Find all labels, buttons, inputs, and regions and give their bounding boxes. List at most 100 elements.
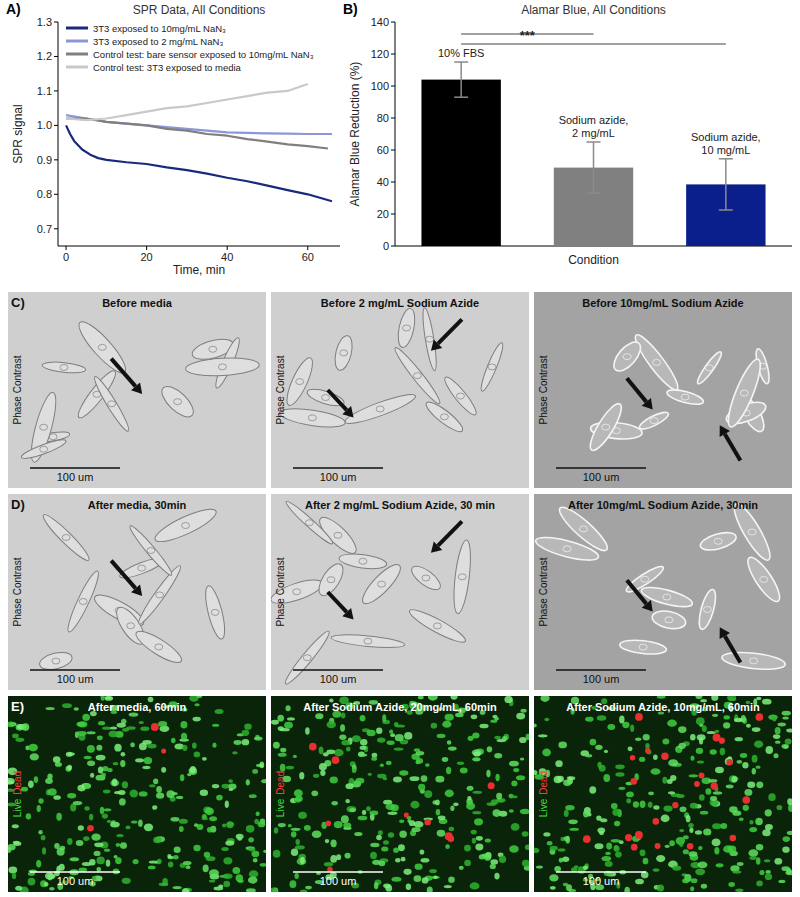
live-cell (589, 786, 596, 793)
live-cell (382, 714, 386, 722)
live-cell (555, 760, 562, 767)
live-cell (147, 744, 156, 749)
x-axis-label: Condition (568, 253, 619, 267)
live-cell (643, 858, 649, 865)
live-cell (446, 767, 451, 774)
live-cell (565, 805, 575, 810)
live-cell (712, 714, 718, 717)
image-panel: After Sodium Azide, 20mg/mL, 60minLiveDe… (269, 693, 533, 895)
live-cell (538, 734, 548, 737)
live-cell (122, 728, 129, 732)
cell (332, 334, 355, 372)
live-cell (81, 783, 91, 789)
nucleus (40, 424, 48, 430)
live-cell (37, 805, 41, 812)
live-cell (749, 820, 753, 824)
cell (157, 381, 198, 422)
live-cell (139, 721, 144, 724)
category-label: Sodium azide,10 mg/mL (691, 131, 761, 156)
live-cell (511, 781, 517, 787)
arrow-shaft (627, 378, 646, 402)
live-cell (773, 753, 778, 758)
dead-cell (756, 713, 764, 721)
live-cell (330, 855, 337, 863)
cell (698, 529, 737, 553)
arrow-head (720, 425, 730, 437)
live-cell (104, 808, 112, 811)
live-cell (156, 786, 162, 793)
live-cell (752, 768, 756, 774)
x-axis (58, 246, 340, 247)
live-cell (619, 716, 624, 724)
nucleus (639, 644, 647, 650)
live-cell (244, 724, 252, 730)
dead-cell (404, 813, 409, 818)
live-cell (471, 830, 477, 835)
live-cell (494, 753, 502, 758)
live-cell (657, 884, 664, 891)
arrow-head (431, 339, 442, 350)
live-cell (708, 779, 717, 783)
live-cell (663, 805, 672, 811)
live-cell (376, 727, 382, 733)
live-cell (436, 809, 441, 815)
live-cell (723, 722, 730, 728)
y-axis (58, 22, 59, 246)
y-tick-label: 0.9 (37, 154, 52, 166)
live-cell (525, 844, 529, 850)
live-cell (696, 748, 703, 754)
live-cell (236, 834, 244, 839)
live-cell (194, 752, 200, 758)
live-cell (424, 790, 432, 798)
live-cell (305, 727, 310, 734)
live-cell (679, 840, 684, 847)
live-cell (360, 746, 367, 750)
live-cell (534, 848, 539, 853)
live-cell (106, 860, 110, 867)
live-cell (94, 851, 101, 856)
live-cell (496, 793, 502, 800)
live-cell (87, 745, 95, 753)
micrograph (534, 292, 792, 488)
live-cell (765, 873, 772, 880)
live-cell (619, 840, 624, 844)
live-cell (415, 760, 420, 764)
live-cell (765, 824, 773, 830)
live-cell (207, 827, 212, 833)
live-cell (181, 733, 187, 740)
live-cell (298, 812, 307, 819)
live-cell (564, 810, 569, 817)
cell (135, 563, 184, 627)
nucleus (108, 401, 116, 407)
live-cell (256, 811, 260, 816)
live-cell (748, 849, 758, 857)
live-cell (54, 843, 60, 849)
live-cell (291, 831, 297, 837)
live-cell (98, 721, 105, 725)
live-cell (100, 807, 104, 815)
cell (278, 405, 346, 430)
significance: *** (461, 28, 726, 44)
live-cell (547, 841, 553, 845)
channel-label: Phase Contrast (538, 557, 549, 626)
live-cell (119, 798, 126, 805)
live-cell (650, 768, 660, 774)
live-cell (712, 838, 721, 846)
live-cell (653, 805, 659, 809)
y-tick (54, 159, 58, 160)
live-cell (156, 793, 164, 799)
live-cell (12, 734, 19, 739)
live-cell (90, 773, 94, 778)
live-cell (787, 831, 792, 835)
live-cell (246, 825, 255, 833)
live-cell (571, 867, 577, 872)
live-cell (152, 805, 157, 810)
live-cell (404, 732, 412, 740)
live-cell (399, 831, 407, 838)
live-cell (212, 784, 219, 788)
arrow-head (131, 382, 142, 393)
live-cell (171, 738, 176, 744)
live-cell (289, 880, 296, 888)
live-cell (490, 859, 498, 864)
text-line: Sodium azide, (559, 114, 629, 126)
